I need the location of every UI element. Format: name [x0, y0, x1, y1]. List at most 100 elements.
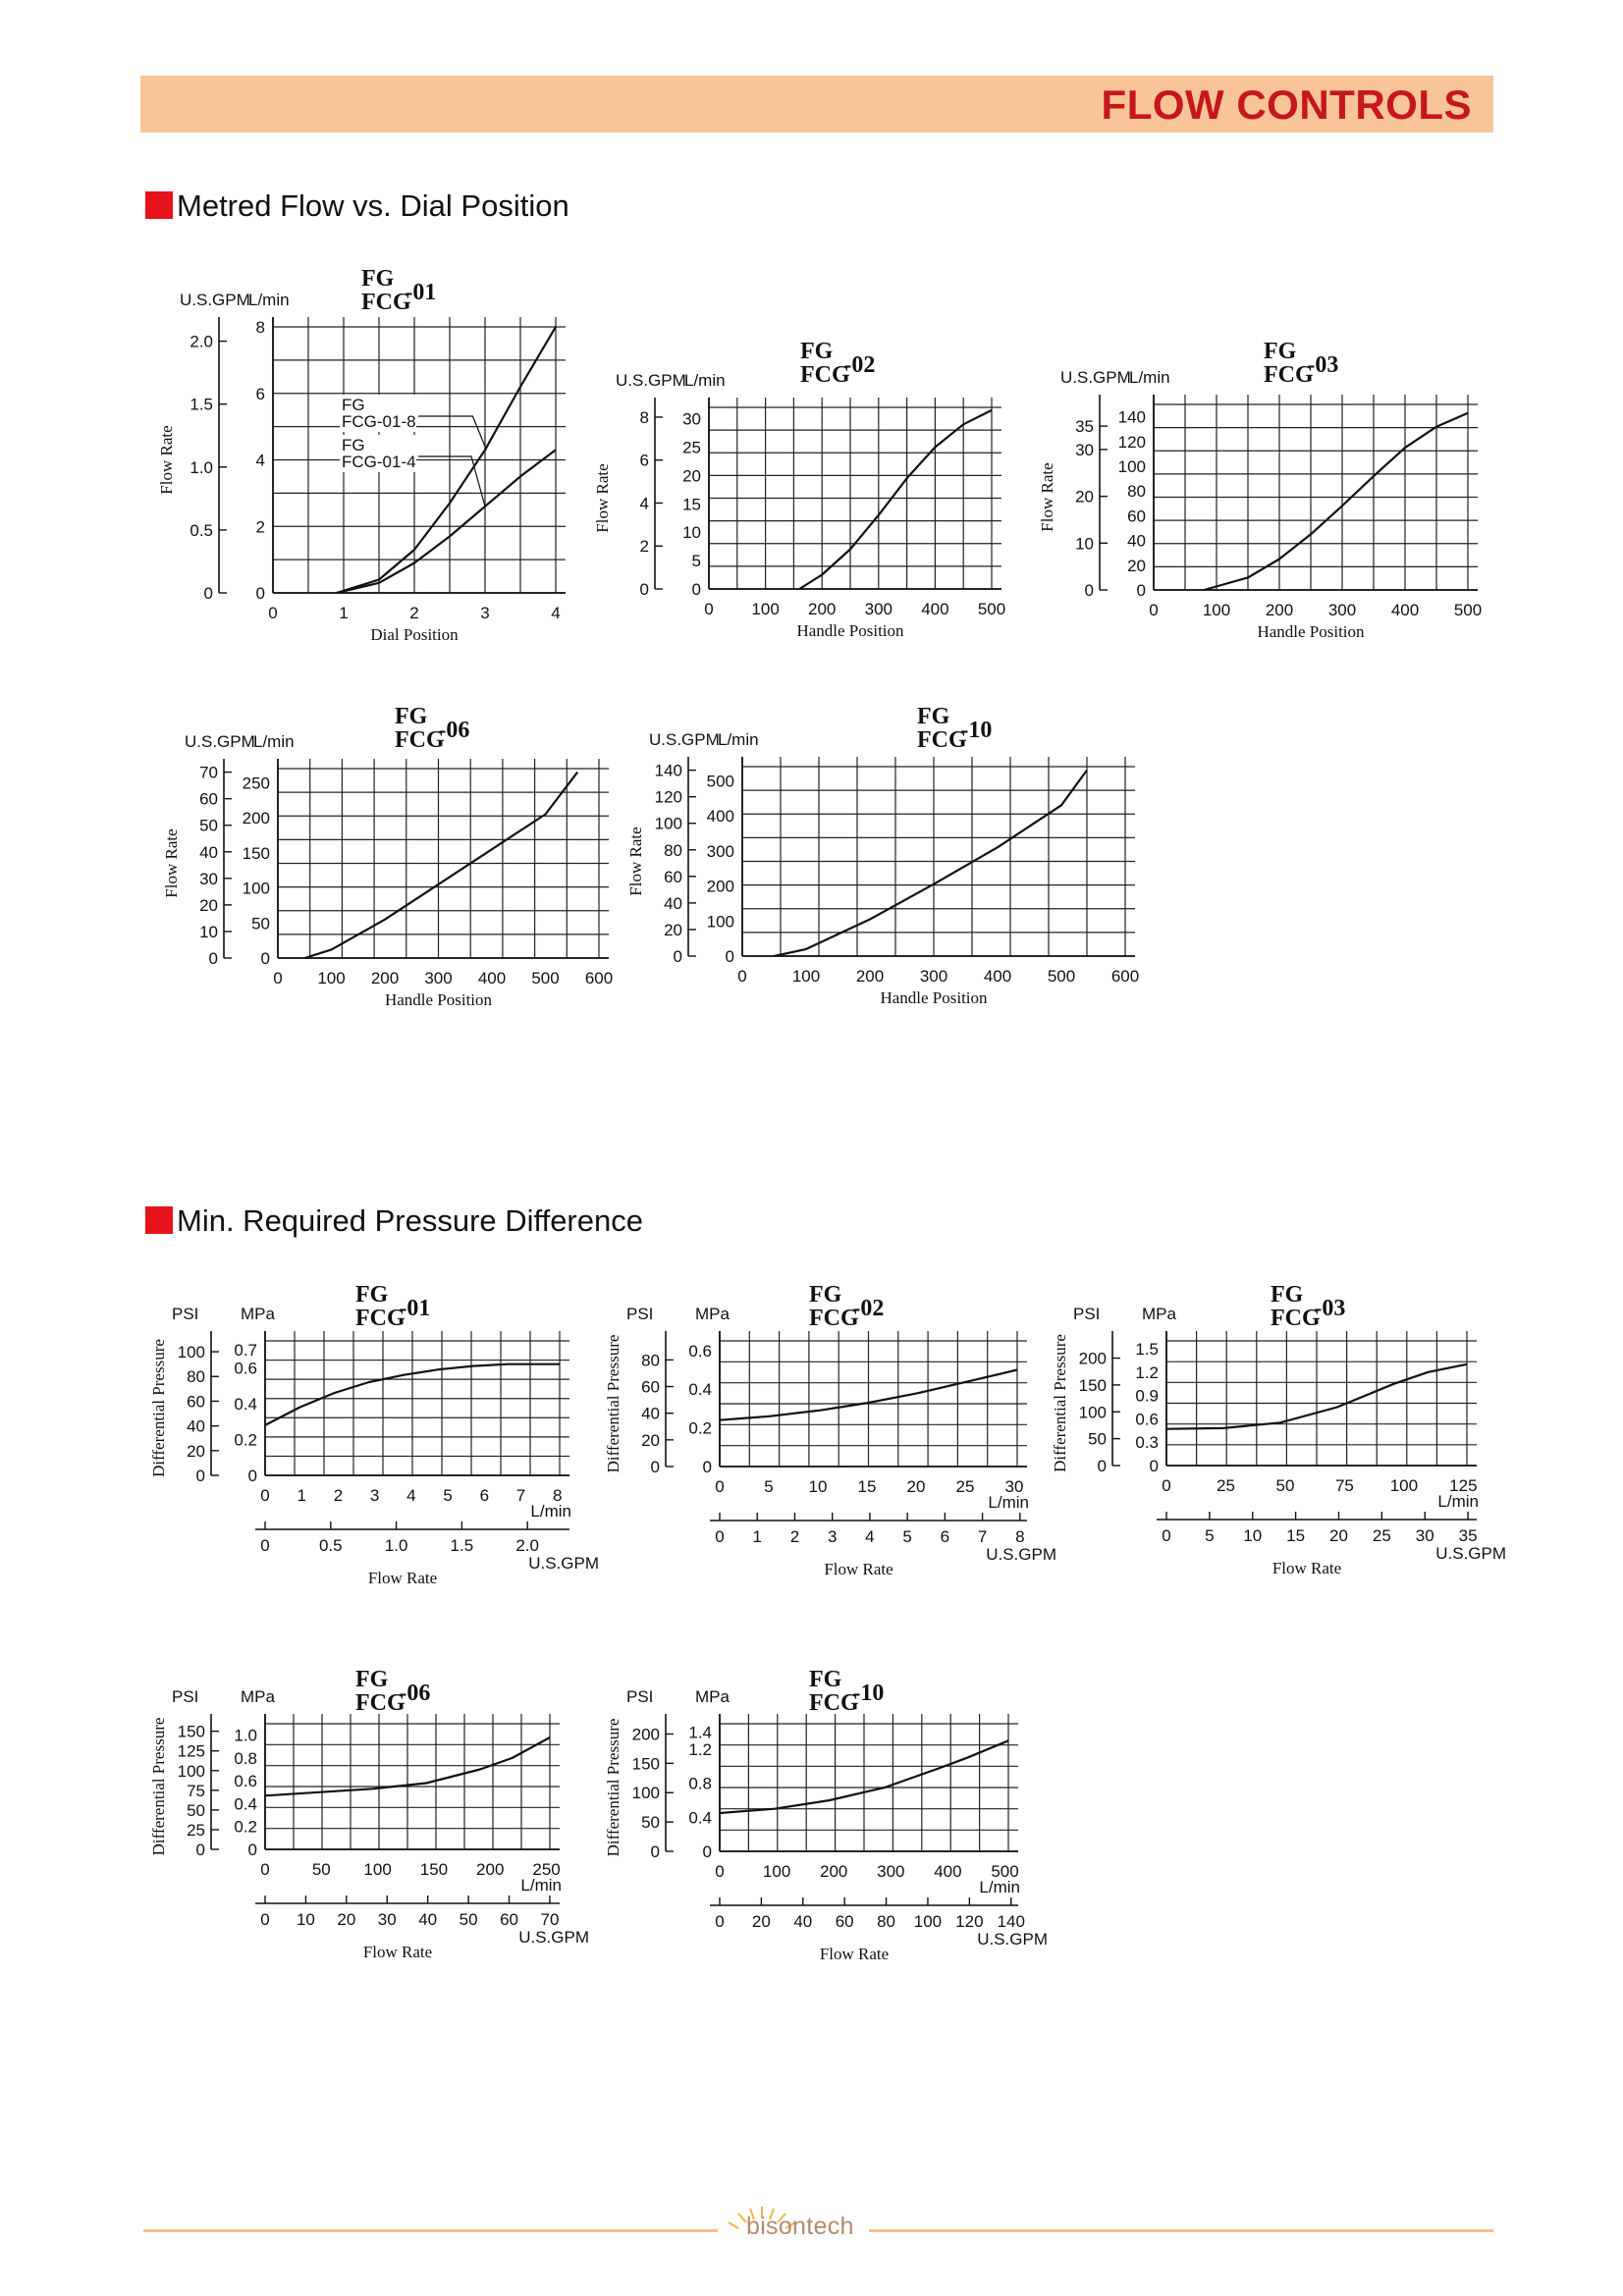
y-tick-label-secondary: 60: [664, 868, 682, 886]
primary-unit-label: MPa: [241, 1687, 276, 1706]
x-tick-label: 500: [1048, 967, 1075, 986]
x-tick-label: 200: [1266, 601, 1293, 619]
y-tick-label-primary: 6: [256, 385, 265, 403]
y-tick-label-secondary: 20: [641, 1431, 660, 1450]
y-tick-label-primary: 1.2: [1135, 1363, 1159, 1382]
chart-title-line: FCG: [355, 1690, 406, 1716]
x2-tick-label: 4: [865, 1527, 874, 1546]
chart-title-line: FCG: [800, 362, 850, 388]
y-tick-label-secondary: 25: [187, 1821, 205, 1840]
x2-tick-label: 1.0: [385, 1536, 408, 1555]
chart-title-suffix: -03: [1307, 352, 1338, 378]
y-tick-label-primary: 20: [682, 466, 701, 485]
y-tick-label-secondary: 10: [199, 923, 218, 941]
x-tick-label: 200: [808, 600, 836, 618]
y-tick-label-primary: 1.2: [688, 1740, 712, 1759]
y-tick-label-secondary: 40: [187, 1417, 205, 1436]
y-tick-label-primary: 0: [256, 584, 265, 603]
x2-tick-label: 1: [752, 1527, 761, 1546]
x-tick-label: 500: [991, 1862, 1018, 1881]
y-tick-label-primary: 0.2: [234, 1430, 257, 1449]
y-tick-label-primary: 20: [1127, 557, 1146, 575]
y-tick-label-primary: 150: [243, 844, 270, 863]
x-axis-title: Flow Rate: [820, 1945, 889, 1963]
x-tick-label: 100: [1203, 601, 1230, 619]
y-tick-label-secondary: 35: [1075, 417, 1094, 436]
y-tick-label-primary: 0.2: [234, 1818, 257, 1837]
chart-4: 0 100 200 300 400 500 600 0 50 100 150 200 250 0 10 20 3…: [162, 704, 613, 1009]
y-tick-label-primary: 1.5: [1135, 1340, 1159, 1359]
y-tick-label-primary: 5: [692, 552, 701, 570]
x2-tick-label: 140: [998, 1912, 1025, 1931]
x-tick-label: 300: [877, 1862, 904, 1881]
x-tick-label: 200: [476, 1860, 504, 1879]
x-tick-label: 200: [820, 1862, 847, 1881]
x2-tick-label: 6: [941, 1527, 949, 1546]
y-tick-label-secondary: 0: [651, 1458, 660, 1476]
x-tick-label: 50: [312, 1860, 331, 1879]
x2-tick-label: 7: [978, 1527, 987, 1546]
y-tick-label-secondary: 120: [655, 788, 682, 807]
y-tick-label-primary: 0.8: [234, 1749, 257, 1768]
chart-grid: [719, 1331, 1027, 1468]
chart-title-line: FG: [917, 704, 950, 729]
chart-3: 0 100 200 300 400 500 0 20 40 60 80 100 120 140 0 10 20 3…: [1038, 339, 1482, 641]
y-tick-label-secondary: 150: [1079, 1376, 1107, 1395]
y-tick-label-secondary: 6: [640, 452, 649, 470]
x2-tick-label: 3: [828, 1527, 837, 1546]
chart-title-suffix: -01: [399, 1296, 430, 1321]
x-tick-label: 0: [715, 1477, 724, 1496]
x-axis-title: Flow Rate: [824, 1560, 893, 1578]
y-tick-label-secondary: 100: [178, 1762, 205, 1781]
series-leader-line: [418, 415, 487, 451]
x2-tick-label: 60: [836, 1912, 854, 1931]
y-axis-title: Differential Pressure: [604, 1719, 622, 1857]
secondary-unit-label: U.S.GPM: [649, 730, 720, 749]
series-line: [774, 769, 1088, 958]
chart-title-line: FCG: [1271, 1306, 1321, 1331]
x2-tick-label: 20: [752, 1912, 771, 1931]
y-tick-label-primary: 0.8: [688, 1775, 712, 1793]
y-tick-label-primary: 60: [1127, 507, 1146, 525]
y-tick-label-primary: 140: [1118, 408, 1146, 427]
y-tick-label-secondary: 80: [641, 1351, 660, 1369]
x2-tick-label: 15: [1286, 1526, 1305, 1545]
secondary-unit-label: PSI: [172, 1305, 198, 1323]
chart-title-suffix: -10: [852, 1681, 884, 1706]
chart-title-line: FG: [1264, 339, 1297, 364]
x2-tick-label: 100: [914, 1912, 942, 1931]
y-tick-label-primary: 200: [243, 809, 270, 828]
chart-title-line: FG: [395, 704, 428, 729]
bullet-square-icon: [145, 1206, 173, 1234]
chart-title-line: FCG: [395, 727, 445, 753]
x2-unit-label: U.S.GPM: [986, 1545, 1056, 1564]
y-tick-label-primary: 1.0: [234, 1727, 257, 1745]
x2-tick-label: 120: [955, 1912, 983, 1931]
y-tick-label-primary: 500: [707, 772, 734, 790]
y-tick-label-primary: 0.6: [688, 1342, 712, 1361]
x2-tick-label: 0.5: [319, 1536, 343, 1555]
x2-tick-label: 40: [793, 1912, 812, 1931]
y-tick-label-secondary: 100: [178, 1343, 205, 1362]
chart-grid: [272, 317, 566, 594]
footer-divider-right: [869, 2229, 1493, 2232]
x-tick-label: 0: [704, 600, 713, 618]
secondary-unit-label: U.S.GPM: [185, 732, 255, 751]
secondary-unit-label: PSI: [1073, 1305, 1100, 1323]
x-tick-label: 600: [585, 969, 613, 988]
primary-unit-label: MPa: [241, 1305, 276, 1323]
plot-frame: [273, 317, 566, 593]
y-tick-label-secondary: 0: [196, 1841, 205, 1859]
plot-frame: [1166, 1331, 1477, 1466]
x-tick-label: 3: [480, 604, 489, 622]
chart-grid: [264, 1331, 569, 1476]
x2-unit-label: U.S.GPM: [1435, 1544, 1506, 1563]
chart-title-line: FG: [355, 1282, 389, 1308]
plot-frame: [720, 1331, 1027, 1467]
chart-8: 0 25 50 75 100 12500.30.60.91.21.505010015020…: [1051, 1282, 1506, 1577]
y-axis-title: Differential Pressure: [1051, 1334, 1069, 1472]
x2-tick-label: 10: [297, 1910, 315, 1929]
